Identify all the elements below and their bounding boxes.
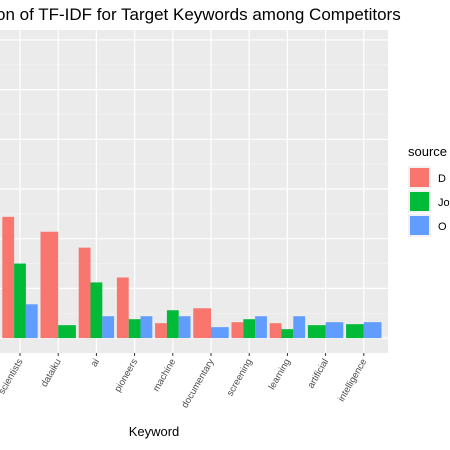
legend-swatch-D: [410, 168, 429, 187]
legend-swatch-Jo: [410, 192, 429, 211]
bar-intelligence-O: [363, 322, 382, 339]
x-axis-title: Keyword: [129, 424, 180, 439]
bar-intelligence-Jo: [346, 324, 364, 339]
legend-label: D: [438, 173, 446, 185]
bar-artificial-O: [325, 322, 344, 339]
bar-dataiku-Jo: [58, 325, 76, 339]
bar-learning-O: [293, 316, 306, 339]
bar-screening-Jo: [243, 319, 256, 339]
bar-machine-D: [155, 323, 167, 339]
bar-machine-O: [178, 316, 191, 339]
bar-learning-Jo: [281, 329, 294, 339]
grid-lines: [0, 30, 388, 353]
x-tick-label: artificial: [306, 357, 332, 390]
x-tick-label: ai: [89, 357, 102, 369]
x-tick-label: pioneers: [112, 357, 140, 394]
x-tick-label: screening: [225, 357, 255, 398]
legend-swatch-O: [410, 216, 429, 235]
bar-pioneers-O: [140, 316, 153, 339]
bar-dataiku-D: [40, 231, 59, 339]
x-tick-label: learning: [267, 357, 293, 392]
x-tick-label: scientists: [0, 357, 26, 397]
bar-screening-D: [231, 322, 244, 339]
bar-scientists-O: [25, 304, 38, 339]
bar-ai-D: [78, 247, 91, 339]
x-axis-labels: scientists dataiku ai pioneers machine docume…: [0, 357, 369, 410]
bar-scientists-Jo: [14, 263, 26, 339]
bar-ai-O: [102, 316, 115, 339]
x-tick-label: dataiku: [39, 357, 64, 389]
x-tick-label: intelligence: [336, 357, 369, 404]
bar-pioneers-Jo: [128, 319, 141, 339]
bar-pioneers-D: [116, 277, 129, 339]
bar-machine-Jo: [166, 310, 179, 339]
bar-documentary-D: [193, 308, 211, 339]
legend-label: O: [438, 221, 447, 233]
bar-artificial-Jo: [307, 325, 326, 339]
bar-ai-Jo: [90, 282, 103, 339]
bar-screening-O: [255, 316, 267, 339]
legend-title: source: [408, 144, 447, 159]
chart-title: on of TF-IDF for Target Keywords among C…: [0, 5, 401, 24]
bar-documentary-O: [211, 327, 229, 339]
x-tick-label: machine: [151, 357, 178, 394]
bar-learning-D: [269, 323, 282, 339]
bars: [2, 216, 382, 339]
legend: D Jo O: [408, 166, 450, 237]
plot-panel: [0, 30, 388, 353]
x-tick-label: documentary: [180, 357, 217, 410]
legend-label: Jo: [438, 197, 450, 209]
x-axis-ticks: [19, 353, 365, 356]
bar-scientists-D: [2, 216, 15, 339]
